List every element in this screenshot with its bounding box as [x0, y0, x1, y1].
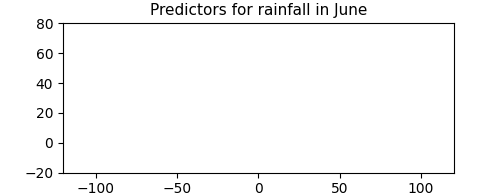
Title: Predictors for rainfall in June: Predictors for rainfall in June	[150, 3, 367, 18]
